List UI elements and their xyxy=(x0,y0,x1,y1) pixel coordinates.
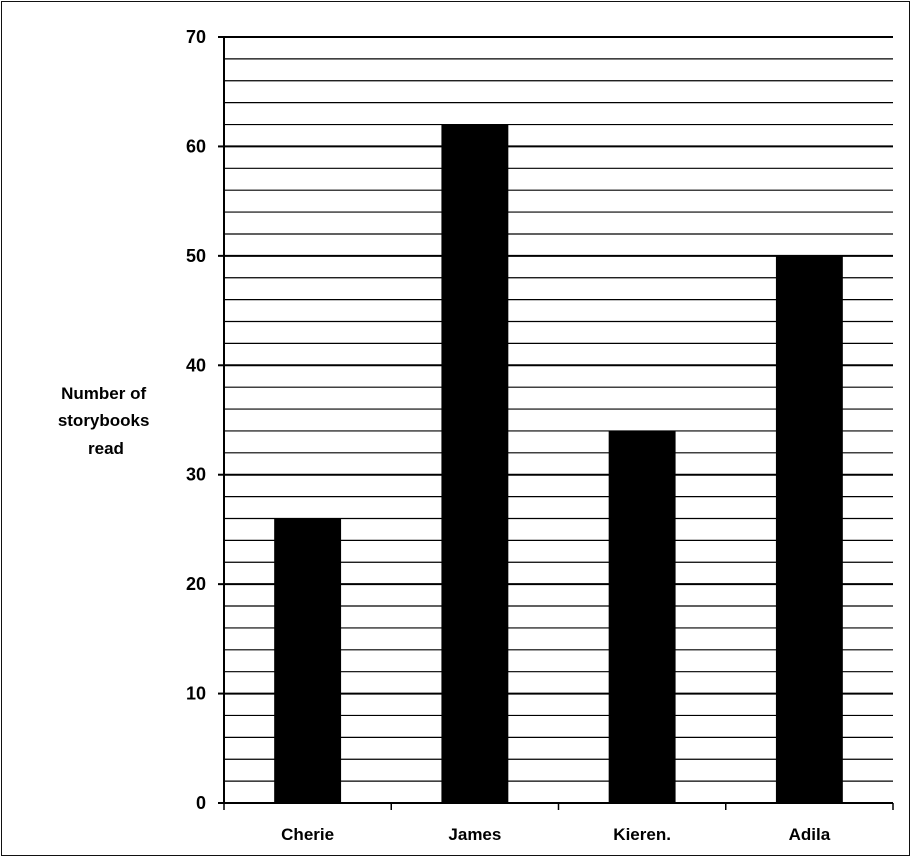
y-axis-label: Number of storybooks read xyxy=(58,384,154,458)
bar-james xyxy=(441,124,509,804)
y-tick-labels: 0 10 20 30 40 50 60 70 xyxy=(186,27,206,813)
y-axis-label-line-2: storybooks xyxy=(58,411,150,430)
y-tick-label: 10 xyxy=(186,684,206,704)
y-tick-label: 40 xyxy=(186,355,206,375)
x-category-label: Kieren. xyxy=(613,825,671,844)
y-tick-label: 70 xyxy=(186,27,206,47)
x-category-label: Adila xyxy=(789,825,831,844)
y-tick-label: 50 xyxy=(186,246,206,266)
bar-adila xyxy=(775,255,843,803)
x-category-labels: Cherie James Kieren. Adila xyxy=(281,825,831,844)
y-tick-label: 20 xyxy=(186,574,206,594)
y-tick-label: 30 xyxy=(186,465,206,485)
y-tick-label: 60 xyxy=(186,136,206,156)
x-category-label: James xyxy=(448,825,501,844)
y-axis-label-line-1: Number of xyxy=(61,384,146,403)
axes xyxy=(218,36,894,810)
bars xyxy=(274,124,843,804)
y-tick-label: 0 xyxy=(196,793,206,813)
y-axis-label-line-3: read xyxy=(88,439,124,458)
bar-kieren xyxy=(608,430,676,803)
x-category-label: Cherie xyxy=(281,825,334,844)
bar-cherie xyxy=(274,518,342,803)
